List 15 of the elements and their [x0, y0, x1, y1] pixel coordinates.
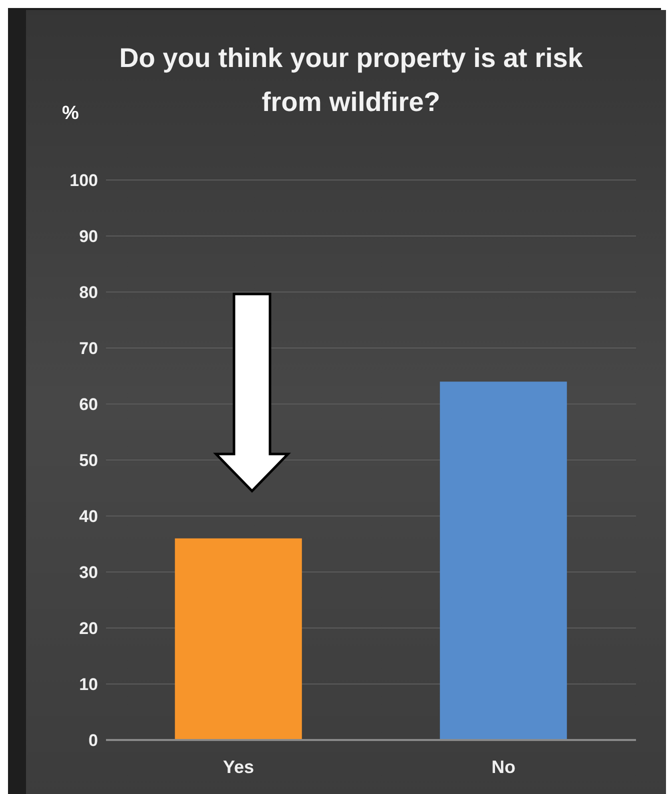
y-tick-label: 20	[79, 619, 98, 638]
y-tick-label: 0	[88, 731, 98, 750]
y-tick-label: 10	[79, 675, 98, 694]
y-tick-label: 50	[79, 451, 98, 470]
y-tick-label: 100	[70, 171, 98, 190]
y-tick-label: 70	[79, 339, 98, 358]
y-tick-label: 60	[79, 395, 98, 414]
x-tick-label: Yes	[222, 756, 254, 777]
y-tick-label: 80	[79, 283, 98, 302]
y-axis-title: %	[62, 103, 79, 125]
y-tick-label: 90	[79, 227, 98, 246]
x-tick-label: No	[492, 756, 516, 777]
y-tick-label: 30	[79, 563, 98, 582]
chart-title: Do you think your property is at risk from wildfire?	[118, 42, 584, 119]
y-tick-label: 40	[79, 507, 98, 526]
